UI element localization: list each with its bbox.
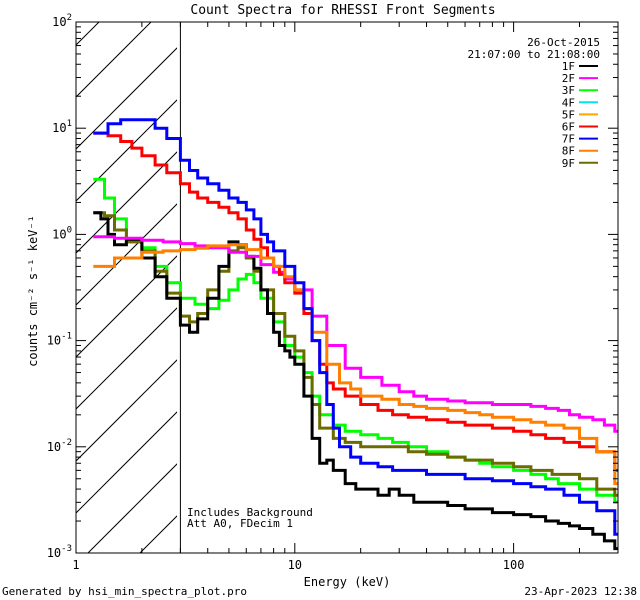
series-line-2f <box>93 235 618 433</box>
y-tick-label: 10-3 <box>47 544 72 560</box>
legend-label-4f: 4F <box>562 96 575 109</box>
legend-label-7f: 7F <box>562 133 575 146</box>
y-tick-label: 10-1 <box>47 332 72 348</box>
plot-frame <box>75 21 619 554</box>
footer-timestamp: 23-Apr-2023 12:38 <box>524 585 637 598</box>
legend-label-2f: 2F <box>562 72 575 85</box>
y-tick-label: 102 <box>52 13 72 29</box>
hatch-line <box>76 255 177 358</box>
hatch-line <box>76 359 177 462</box>
series-line-6f <box>93 131 618 472</box>
x-tick-label: 10 <box>288 558 302 572</box>
hatch-line <box>76 411 177 514</box>
hatch-line <box>76 22 152 98</box>
hatch-line <box>76 203 177 306</box>
y-axis-label: counts cm⁻² s⁻¹ keV⁻¹ <box>26 215 40 367</box>
x-tick-label: 100 <box>503 558 525 572</box>
x-tick-label: 1 <box>72 558 79 572</box>
legend-label-9f: 9F <box>562 157 575 170</box>
hatch-line <box>244 0 640 553</box>
series-line-9f <box>93 211 618 497</box>
series-line-8f <box>93 243 618 486</box>
series-line-7f <box>93 118 618 536</box>
hatched-region <box>76 0 640 553</box>
series-line-1f <box>93 211 618 551</box>
legend-label-5f: 5F <box>562 108 575 121</box>
series-line-3f <box>93 177 618 504</box>
y-tick-label: 101 <box>52 119 72 135</box>
annotation-attenuator: Att A0, FDecim 1 <box>187 517 293 530</box>
hatch-line <box>76 47 177 150</box>
annotation-background: Includes Background <box>187 506 313 519</box>
chart-title: Count Spectra for RHESSI Front Segments <box>190 3 495 18</box>
hatch-line <box>87 463 177 553</box>
legend-label-6f: 6F <box>562 121 575 134</box>
footer-generated-by: Generated by hsi_min_spectra_plot.pro <box>2 585 247 598</box>
annotation-time-range: 21:07:00 to 21:08:00 <box>468 48 600 61</box>
legend-label-8f: 8F <box>562 145 575 158</box>
hatch-line <box>76 22 100 46</box>
legend-label-3f: 3F <box>562 84 575 97</box>
annotation-date: 26-Oct-2015 <box>527 36 600 49</box>
legend-label-1f: 1F <box>562 60 575 73</box>
y-tick-label: 10-2 <box>47 438 72 454</box>
x-axis-label: Energy (keV) <box>304 575 391 589</box>
y-tick-label: 100 <box>52 225 72 241</box>
